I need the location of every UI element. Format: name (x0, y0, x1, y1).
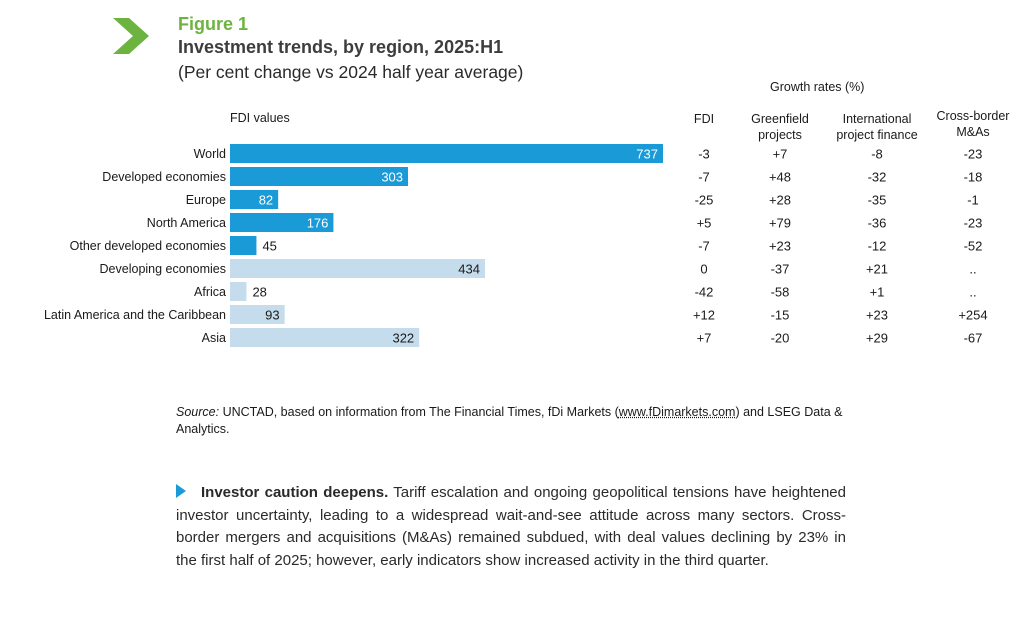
growth-cell-other-developed-economies-3: -52 (964, 239, 983, 254)
growth-cell-latin-america-and-the-caribbean-3: +254 (958, 308, 987, 323)
growth-rates-header: Growth rates (%) (770, 80, 865, 94)
growth-cell-asia-3: -67 (964, 331, 983, 346)
growth-cell-latin-america-and-the-caribbean-0: +12 (693, 308, 715, 323)
category-label-developed-economies: Developed economies (102, 170, 226, 184)
growth-cell-world-0: -3 (698, 147, 710, 162)
growth-cell-latin-america-and-the-caribbean-2: +23 (866, 308, 888, 323)
figure-subtitle: (Per cent change vs 2024 half year avera… (178, 62, 524, 82)
bar-asia (230, 328, 420, 347)
growth-cell-europe-2: -35 (868, 193, 887, 208)
growth-cell-africa-2: +1 (870, 285, 885, 300)
triangle-bullet-icon (176, 484, 186, 498)
growth-cell-developing-economies-1: -37 (771, 262, 790, 277)
body-paragraph: Investor caution deepens. Tariff escalat… (176, 482, 846, 572)
growth-cell-latin-america-and-the-caribbean-1: -15 (771, 308, 790, 323)
col-header-fdi: FDI (693, 112, 715, 126)
growth-cell-developing-economies-0: 0 (700, 262, 707, 277)
bar-world (230, 144, 663, 163)
category-label-developing-economies: Developing economies (100, 262, 226, 276)
value-label-latin-america-and-the-caribbean: 93 (265, 308, 279, 323)
category-label-asia: Asia (202, 331, 226, 345)
growth-cell-developed-economies-0: -7 (698, 170, 710, 185)
col-header-greenfield: Greenfield projects (751, 112, 809, 142)
value-label-world: 737 (636, 147, 658, 162)
bar-latin-america-and-the-caribbean (230, 305, 285, 324)
growth-cell-developing-economies-2: +21 (866, 262, 888, 277)
growth-cell-asia-1: -20 (771, 331, 790, 346)
bar-europe (230, 190, 279, 209)
growth-cell-asia-0: +7 (697, 331, 712, 346)
growth-cell-africa-0: -42 (695, 285, 714, 300)
growth-cell-other-developed-economies-2: -12 (868, 239, 887, 254)
value-label-asia: 322 (392, 331, 414, 346)
bar-africa (230, 282, 247, 301)
source-note: Source: UNCTAD, based on information fro… (176, 404, 846, 438)
growth-cell-north-america-1: +79 (769, 216, 791, 231)
growth-cell-world-3: -23 (964, 147, 983, 162)
paragraph-lead: Investor caution deepens. (201, 484, 389, 501)
growth-cell-developed-economies-2: -32 (868, 170, 887, 185)
growth-cell-developed-economies-1: +48 (769, 170, 791, 185)
growth-cell-north-america-2: -36 (868, 216, 887, 231)
fdi-values-header: FDI values (230, 111, 290, 125)
category-label-other-developed-economies: Other developed economies (70, 239, 226, 253)
source-label: Source: (176, 405, 220, 419)
value-label-africa: 28 (252, 285, 266, 300)
growth-cell-north-america-0: +5 (697, 216, 712, 231)
figure-label: Figure 1 (178, 14, 249, 34)
col-header-cross-border: Cross-border M&As (936, 109, 1010, 139)
growth-cell-north-america-3: -23 (964, 216, 983, 231)
category-label-africa: Africa (194, 285, 226, 299)
value-label-north-america: 176 (307, 216, 329, 231)
growth-cell-africa-1: -58 (771, 285, 790, 300)
bar-developed-economies (230, 167, 409, 186)
growth-cell-asia-2: +29 (866, 331, 888, 346)
growth-cell-developed-economies-3: -18 (964, 170, 983, 185)
bar-developing-economies (230, 259, 485, 278)
value-label-europe: 82 (259, 193, 273, 208)
category-label-europe: Europe (186, 193, 226, 207)
chevron-arrow-icon (113, 18, 149, 54)
growth-cell-europe-3: -1 (967, 193, 979, 208)
value-label-developed-economies: 303 (381, 170, 403, 185)
source-text-before: UNCTAD, based on information from The Fi… (219, 405, 619, 419)
figure-title: Investment trends, by region, 2025:H1 (178, 37, 504, 57)
fdi-bar-chart: World 737 -3 +7 -8 -23 Developed economies 303 -… (44, 144, 988, 347)
paragraph-body: Tariff escalation and ongoing geopolitic… (176, 484, 846, 569)
bar-north-america (230, 213, 334, 232)
growth-cell-europe-0: -25 (695, 193, 714, 208)
growth-cell-other-developed-economies-1: +23 (769, 239, 791, 254)
col-header-project-finance: International project finance (836, 112, 918, 142)
category-label-latin-america-and-the-caribbean: Latin America and the Caribbean (44, 308, 226, 322)
value-label-other-developed-economies: 45 (262, 239, 276, 254)
growth-cell-europe-1: +28 (769, 193, 791, 208)
growth-cell-world-2: -8 (871, 147, 883, 162)
source-url-link[interactable]: www.fDimarkets.com (618, 405, 736, 419)
value-label-developing-economies: 434 (458, 262, 480, 277)
growth-cell-africa-3: .. (969, 285, 976, 300)
source-text-after: ) and LSEG Data & Analytics. (176, 405, 843, 436)
growth-cell-world-1: +7 (773, 147, 788, 162)
growth-cell-other-developed-economies-0: -7 (698, 239, 710, 254)
bar-other-developed-economies (230, 236, 257, 255)
growth-cell-developing-economies-3: .. (969, 262, 976, 277)
category-label-world: World (194, 147, 226, 161)
category-label-north-america: North America (147, 216, 226, 230)
